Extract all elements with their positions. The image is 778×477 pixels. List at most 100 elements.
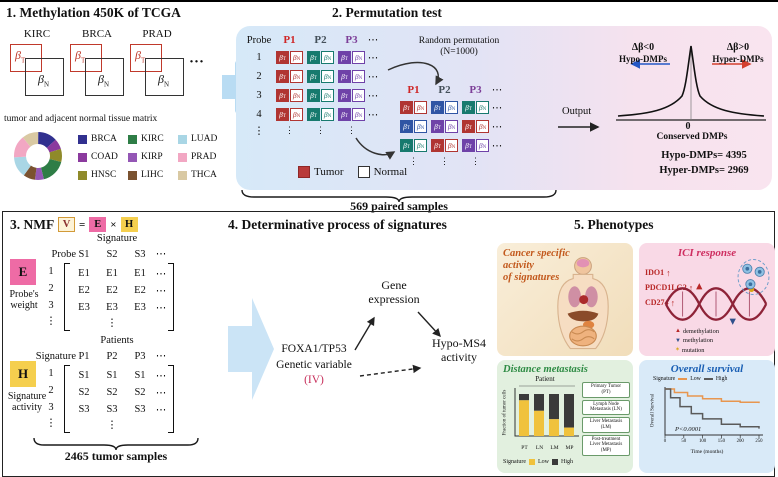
e-caption: Probe's weight bbox=[9, 289, 39, 312]
beta-matrix-pair: βT βN bbox=[68, 44, 126, 102]
site-box: Liver Metastasis (LM) bbox=[582, 417, 630, 433]
causal-arrows bbox=[354, 311, 441, 377]
bar-low bbox=[564, 427, 574, 436]
gene-name: PDCD1LG2 bbox=[645, 283, 687, 292]
row-number: 3 bbox=[48, 402, 54, 413]
donut-segment bbox=[14, 132, 62, 180]
bar-high bbox=[549, 394, 559, 420]
row-number: 2 bbox=[48, 283, 54, 294]
normal-legend-item: Normal bbox=[357, 166, 407, 178]
output-arrow bbox=[558, 122, 600, 132]
matrix-row: E3 E3 E3 ⋯ bbox=[70, 299, 168, 316]
legend-label: KIRC bbox=[141, 134, 164, 144]
col-header: S1 bbox=[78, 248, 90, 260]
matrix-cell: E2 bbox=[134, 285, 146, 296]
ellipsis: ⋯ bbox=[155, 302, 167, 314]
category-label: LM bbox=[550, 445, 559, 451]
matrix-cell: E3 bbox=[78, 302, 90, 313]
hyper-count: Hyper-DMPs= 2969 bbox=[659, 165, 749, 176]
km-xticks: 0 50 100 150 200 250 bbox=[659, 439, 765, 444]
gene-expression-node: Gene expression bbox=[368, 278, 420, 307]
matrix-body: 1 2 3 ⋮ S1 S1 S1 ⋯ S2 S2 S2 ⋯ S3 S3 S3 ⋯ ⋮ bbox=[38, 365, 174, 433]
matrix-cell: S2 bbox=[106, 387, 118, 398]
legend-item: THCA bbox=[178, 170, 228, 180]
dmp-distribution-plot bbox=[616, 45, 766, 121]
legend-low-label: Low bbox=[690, 376, 701, 382]
survival-legend: Signature Low High bbox=[653, 376, 727, 382]
random-permutation-label: Random permutation (N=1000) bbox=[404, 36, 514, 59]
x-tick: 250 bbox=[755, 439, 763, 444]
legend-swatch bbox=[178, 170, 187, 180]
ellipsis: ⋯ bbox=[491, 85, 503, 96]
category-label: PT bbox=[521, 445, 528, 451]
patient-header: Patient bbox=[535, 375, 555, 383]
matrix-cell: S3 bbox=[78, 404, 90, 415]
patient-header: P2 bbox=[438, 84, 451, 96]
permutation-text: Random permutation bbox=[418, 36, 500, 46]
matrix-cell: S1 bbox=[78, 370, 90, 381]
vdots: ⋮ bbox=[285, 125, 294, 135]
panel1-title: 1. Methylation 450K of TCGA bbox=[6, 5, 181, 20]
row-number: 1 bbox=[48, 368, 54, 379]
ici-legend: ▲ demethylation ▼ methylation ✶ mutation bbox=[675, 327, 719, 355]
bar-low bbox=[549, 419, 559, 436]
legend-label: mutation bbox=[682, 346, 705, 354]
matrix-cell: E1 bbox=[134, 268, 146, 279]
vdots: ⋮ bbox=[106, 419, 118, 431]
ellipsis: ⋯ bbox=[367, 90, 379, 102]
up-arrow-icon: ↑ bbox=[688, 282, 694, 293]
hyper-delta: Δβ>0 bbox=[726, 42, 750, 53]
tumor-legend-item: Tumor bbox=[298, 166, 344, 178]
legend-swatch bbox=[178, 134, 187, 144]
legend-label: demethylation bbox=[682, 328, 719, 335]
beta-matrix-pair: βT βN bbox=[8, 44, 66, 102]
bracket-right bbox=[168, 263, 174, 331]
row-labels: 1 2 3 ⋮ bbox=[38, 365, 64, 433]
probe-number: 3 bbox=[256, 90, 262, 101]
dashed-arrow-genetic-to-ms4 bbox=[359, 364, 422, 377]
matrix-body: 1 2 3 ⋮ E1 E1 E1 ⋯ E2 E2 E2 ⋯ E3 E3 E3 ⋯ ⋮ bbox=[38, 263, 174, 331]
probe-number: 1 bbox=[256, 52, 262, 63]
met-high-swatch bbox=[552, 459, 558, 465]
hypo-delta: Δβ<0 bbox=[631, 42, 655, 53]
up-arrow-icon: ↑ bbox=[670, 297, 676, 308]
legend-label: THCA bbox=[191, 170, 217, 180]
hypo-dmp-label: Δβ<0 Hypo-DMPs bbox=[610, 42, 676, 64]
x-tick: 100 bbox=[698, 439, 707, 444]
permutation-arrow bbox=[387, 61, 444, 86]
hypo-count: Hypo-DMPs= 4395 bbox=[661, 150, 747, 161]
matrix-cell: E2 bbox=[106, 285, 118, 296]
survival-card-title: Overall survival bbox=[670, 363, 744, 375]
underbrace bbox=[33, 437, 199, 451]
e-matrix: Probe S1 S2 S3 ⋯ 1 2 3 ⋮ E1 E1 E1 ⋯ E2 E2 E2 ⋯ E3 E3 E3 ⋯ ⋮ bbox=[38, 247, 174, 331]
e-matrix-box: E bbox=[89, 217, 107, 232]
legend-item: ✶ mutation bbox=[675, 346, 719, 355]
legend-swatch bbox=[128, 170, 137, 180]
ellipsis: ⋯ bbox=[491, 121, 503, 133]
ellipsis: ⋯ bbox=[155, 370, 167, 382]
activity-card-title: Cancer specific activity of signatures bbox=[503, 248, 570, 283]
gene-list: IDO1 ↑ PDCD1LG2 ↑ CD274 ↑ bbox=[645, 267, 693, 308]
legend-item: ▼ methylation bbox=[675, 336, 719, 345]
ellipsis: ⋯ bbox=[367, 35, 379, 46]
legend-item: KIRP bbox=[128, 152, 178, 162]
